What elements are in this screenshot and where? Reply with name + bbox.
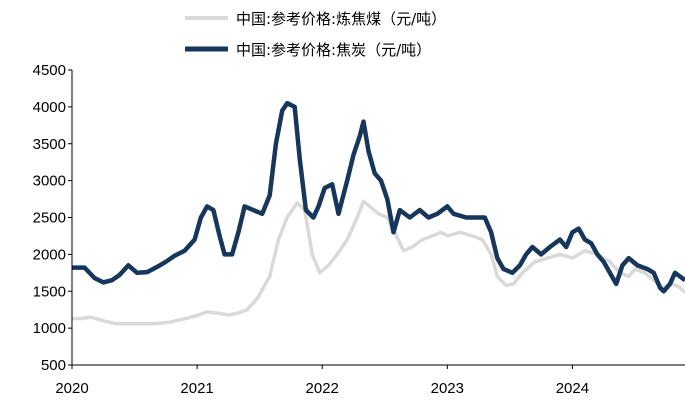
x-ticks: 2020 2021 2022 2023 2024 <box>55 365 589 397</box>
y-tick-label: 1000 <box>33 320 66 337</box>
y-tick-label: 500 <box>41 357 66 374</box>
x-tick-label: 2022 <box>306 380 339 397</box>
legend-label-coking-coal: 中国:参考价格:炼焦煤（元/吨） <box>236 10 446 28</box>
y-tick-label: 3500 <box>33 136 66 153</box>
x-tick-label: 2020 <box>55 380 88 397</box>
series-layer <box>72 100 685 326</box>
x-tick-label: 2023 <box>431 380 464 397</box>
legend-label-coke: 中国:参考价格:焦炭（元/吨） <box>236 41 431 59</box>
series-line-coke <box>72 100 685 294</box>
y-tick-label: 2000 <box>33 246 66 263</box>
y-tick-label: 4000 <box>33 99 66 116</box>
y-tick-label: 4500 <box>33 62 66 79</box>
x-tick-label: 2024 <box>556 380 589 397</box>
axes: 500 1000 1500 2000 2500 3000 3500 4000 4500 2020… <box>33 62 685 397</box>
legend: 中国:参考价格:炼焦煤（元/吨） 中国:参考价格:焦炭（元/吨） <box>185 10 446 59</box>
y-ticks: 500 1000 1500 2000 2500 3000 3500 4000 4500 <box>33 62 72 374</box>
y-tick-label: 2500 <box>33 210 66 227</box>
y-tick-label: 1500 <box>33 283 66 300</box>
y-tick-label: 3000 <box>33 173 66 190</box>
x-tick-label: 2021 <box>180 380 213 397</box>
